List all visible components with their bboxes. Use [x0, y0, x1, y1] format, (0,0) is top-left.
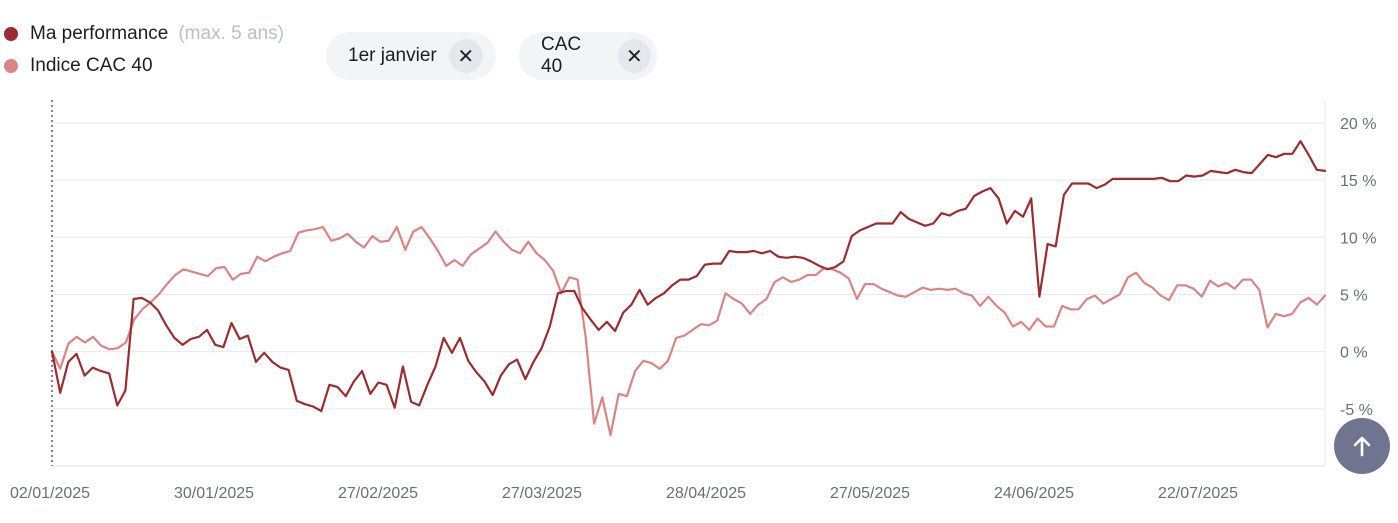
close-icon[interactable]: ✕ — [617, 39, 651, 73]
x-tick-label: 27/05/2025 — [830, 485, 910, 502]
y-tick-label: 20 % — [1340, 116, 1376, 133]
legend-note: (max. 5 ans) — [178, 23, 284, 44]
y-tick-label: 0 % — [1340, 345, 1368, 362]
series-line-performance — [50, 140, 1327, 413]
legend-dot-icon — [4, 27, 18, 41]
chip-label: 1er janvier — [348, 45, 437, 66]
chip-label: CAC 40 — [541, 34, 582, 77]
x-tick-label: 30/01/2025 — [174, 485, 254, 502]
y-tick-label: 15 % — [1340, 173, 1376, 190]
scroll-top-button[interactable] — [1334, 418, 1390, 474]
legend-label: Ma performance — [30, 23, 169, 44]
x-tick-label: 02/01/2025 — [10, 485, 90, 502]
chart-legend: Ma performance (max. 5 ans) Indice CAC 4… — [4, 18, 284, 82]
arrow-up-icon — [1353, 436, 1371, 457]
series-line-cac40 — [50, 225, 1327, 437]
x-tick-label: 27/03/2025 — [502, 485, 582, 502]
legend-item-performance[interactable]: Ma performance (max. 5 ans) — [4, 18, 284, 50]
legend-item-cac40[interactable]: Indice CAC 40 — [4, 50, 284, 82]
x-tick-label: 27/02/2025 — [338, 485, 418, 502]
filter-chip-period[interactable]: 1er janvier ✕ — [326, 32, 496, 80]
legend-dot-icon — [4, 59, 18, 73]
x-tick-label: 22/07/2025 — [1158, 485, 1238, 502]
x-tick-label: 28/04/2025 — [666, 485, 746, 502]
x-tick-label: 24/06/2025 — [994, 485, 1074, 502]
y-tick-label: -5 % — [1340, 402, 1373, 419]
legend-label: Indice CAC 40 — [30, 55, 153, 76]
filter-chip-index[interactable]: CAC 40 ✕ — [519, 32, 657, 80]
y-tick-label: 5 % — [1340, 287, 1368, 304]
close-icon[interactable]: ✕ — [448, 39, 483, 73]
y-tick-label: 10 % — [1340, 230, 1376, 247]
